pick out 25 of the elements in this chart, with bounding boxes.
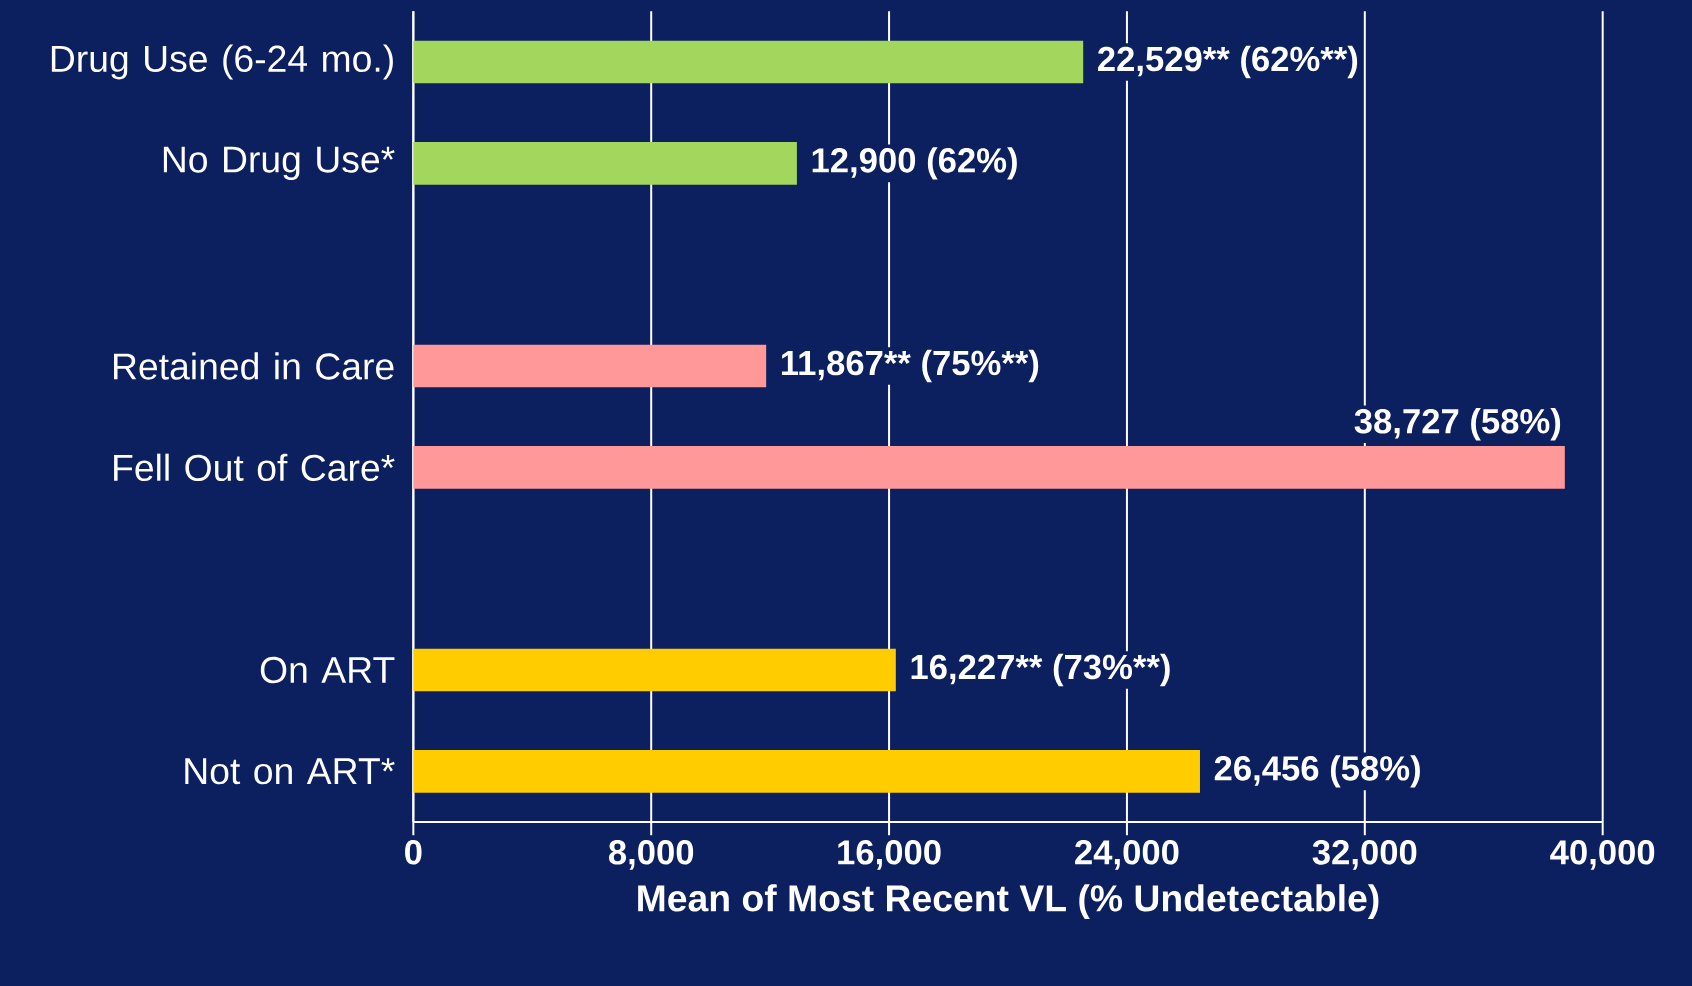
x-tick-label: 24,000 bbox=[1075, 840, 1179, 870]
bar bbox=[413, 344, 767, 388]
x-axis-title: Mean of Most Recent VL (% Undetectable) bbox=[638, 884, 1379, 919]
y-tick-label: Retained in Care bbox=[114, 352, 394, 380]
bar bbox=[413, 142, 797, 185]
x-tick-label: 8,000 bbox=[608, 840, 694, 870]
y-tick-label: No Drug Use* bbox=[163, 146, 395, 181]
bar bbox=[413, 648, 896, 692]
y-tick-label: Drug Use (6-24 mo.) bbox=[51, 44, 393, 80]
bar bbox=[413, 750, 1200, 793]
data-label: 16,227** (73%**) bbox=[911, 653, 1170, 687]
x-tick-label: 40,000 bbox=[1550, 840, 1655, 870]
data-label: 11,867** (75%**) bbox=[781, 349, 1039, 383]
x-tick-label: 16,000 bbox=[838, 840, 941, 870]
x-tick-label: 0 bbox=[405, 840, 422, 865]
data-label: 38,727 (58%) bbox=[1354, 408, 1561, 441]
y-tick-label: Fell Out of Care* bbox=[114, 453, 395, 482]
data-label: 22,529** (62%**) bbox=[1097, 45, 1358, 79]
data-label: 12,900 (62%) bbox=[812, 147, 1017, 180]
bar bbox=[413, 40, 1084, 84]
data-label: 26,456 (58%) bbox=[1214, 755, 1420, 788]
y-tick-label: Not on ART* bbox=[185, 758, 395, 785]
bar bbox=[413, 446, 1565, 489]
y-tick-label: On ART bbox=[260, 656, 395, 684]
x-tick-label: 32,000 bbox=[1312, 840, 1417, 870]
